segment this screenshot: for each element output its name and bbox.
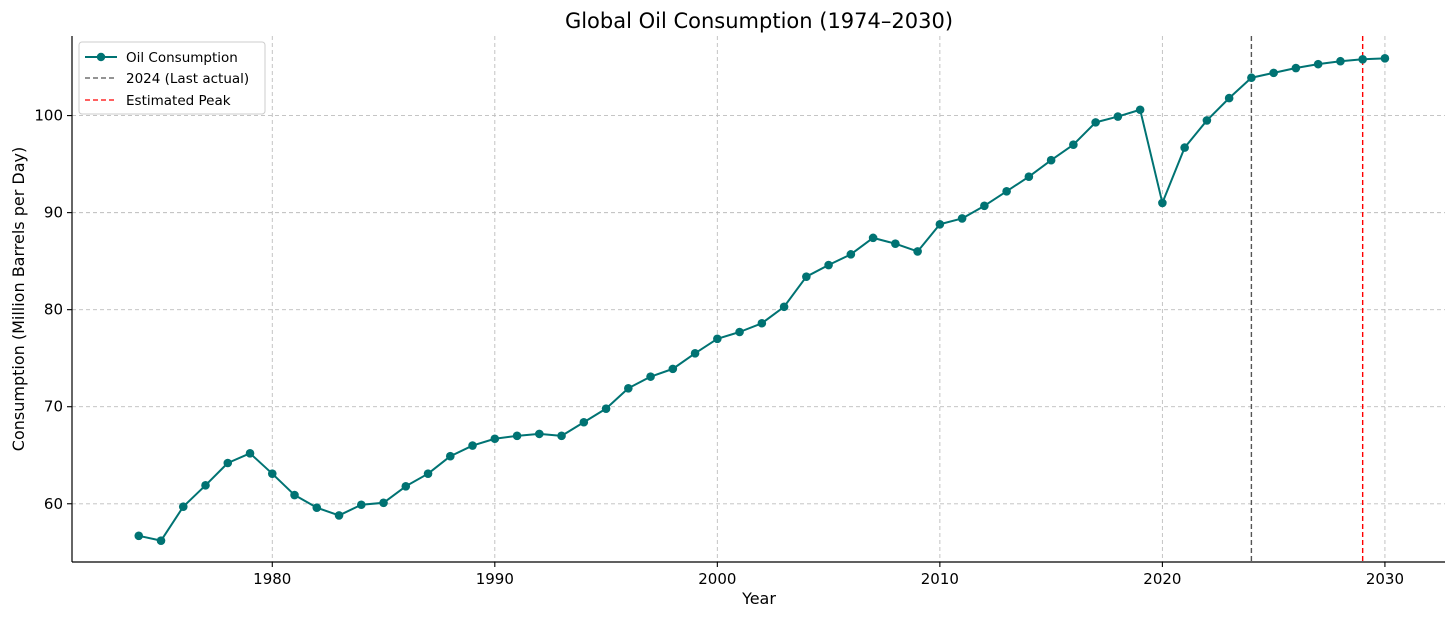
data-point-1983 <box>334 511 344 520</box>
data-point-1990 <box>490 434 500 444</box>
data-point-2001 <box>735 327 744 337</box>
data-point-1978 <box>223 458 233 468</box>
data-point-2003 <box>779 302 789 312</box>
data-point-2011 <box>957 214 967 223</box>
data-point-2017 <box>1091 118 1100 127</box>
data-point-1975 <box>156 536 166 545</box>
data-point-1987 <box>423 469 433 478</box>
reference-lines <box>1250 36 1364 562</box>
chart-title: Global Oil Consumption (1974–2030) <box>565 9 953 33</box>
data-point-2000 <box>713 334 722 344</box>
data-point-2022 <box>1202 116 1212 125</box>
legend-label-last-actual: 2024 (Last actual) <box>126 71 249 87</box>
data-point-2028 <box>1336 56 1345 66</box>
data-point-1976 <box>178 502 188 511</box>
x-tick-label: 1990 <box>476 570 514 588</box>
legend-marker-oil-consumption <box>96 52 106 62</box>
data-point-1979 <box>245 449 255 458</box>
data-point-1989 <box>468 441 477 450</box>
data-point-1981 <box>290 490 299 500</box>
data-point-2005 <box>824 260 833 270</box>
axes: 1980 1990 2000 2010 2020 2030 60 70 80 90 100 <box>34 36 1445 588</box>
data-point-1986 <box>401 482 411 491</box>
legend-box <box>78 41 266 115</box>
data-point-1993 <box>557 431 566 441</box>
data-point-2012 <box>980 201 989 211</box>
data-point-2030 <box>1380 54 1390 63</box>
data-point-1996 <box>624 383 633 393</box>
series-oil-consumption <box>134 54 1390 545</box>
data-point-1995 <box>601 404 611 413</box>
data-point-2002 <box>757 318 767 328</box>
data-point-2016 <box>1069 140 1078 149</box>
data-point-1985 <box>379 498 388 508</box>
data-point-2008 <box>891 239 900 248</box>
data-point-2027 <box>1313 59 1323 69</box>
y-axis-label: Consumption (Million Barrels per Day) <box>9 147 28 451</box>
y-tick-label: 60 <box>44 495 63 513</box>
data-point-1997 <box>646 372 655 381</box>
x-axis-label: Year <box>741 589 776 608</box>
data-point-2021 <box>1180 143 1189 152</box>
data-point-2019 <box>1135 105 1145 115</box>
data-point-2013 <box>1002 186 1011 196</box>
data-point-1980 <box>267 469 277 478</box>
data-point-2018 <box>1113 112 1123 121</box>
data-point-1999 <box>690 349 700 358</box>
x-tick-label: 2020 <box>1143 570 1181 588</box>
data-point-2029 <box>1358 54 1367 64</box>
y-tick-label: 80 <box>44 301 63 319</box>
x-tick-label: 2000 <box>698 570 736 588</box>
y-tick-label: 100 <box>34 107 63 125</box>
data-point-1984 <box>356 500 366 510</box>
x-tick-label: 2010 <box>921 570 959 588</box>
series-line <box>138 57 1385 542</box>
x-tick-label: 2030 <box>1366 570 1404 588</box>
data-point-1991 <box>512 431 522 441</box>
data-point-2025 <box>1269 68 1278 78</box>
data-point-2010 <box>935 219 945 229</box>
y-tick-label: 70 <box>44 398 63 416</box>
data-point-1974 <box>134 531 144 541</box>
data-point-1998 <box>668 364 678 374</box>
data-point-2026 <box>1291 63 1301 73</box>
y-tick-label: 90 <box>44 204 63 222</box>
data-point-1994 <box>579 417 589 427</box>
data-point-1988 <box>445 451 455 461</box>
legend: Oil Consumption 2024 (Last actual) Estim… <box>78 41 266 115</box>
data-point-2007 <box>868 233 878 243</box>
data-point-2006 <box>846 250 856 259</box>
data-point-2004 <box>802 272 811 281</box>
data-point-2014 <box>1024 172 1034 182</box>
legend-label-oil-consumption: Oil Consumption <box>126 50 238 66</box>
legend-label-estimated-peak: Estimated Peak <box>126 93 231 109</box>
data-point-2023 <box>1224 93 1234 103</box>
data-point-2015 <box>1046 155 1056 165</box>
data-point-1982 <box>312 503 322 512</box>
data-point-2020 <box>1158 198 1167 208</box>
x-tick-label: 1980 <box>253 570 291 588</box>
data-point-2024 <box>1247 73 1256 83</box>
data-point-1992 <box>535 429 544 439</box>
data-point-1977 <box>201 481 210 490</box>
data-point-2009 <box>913 247 922 256</box>
grid <box>72 36 1445 562</box>
